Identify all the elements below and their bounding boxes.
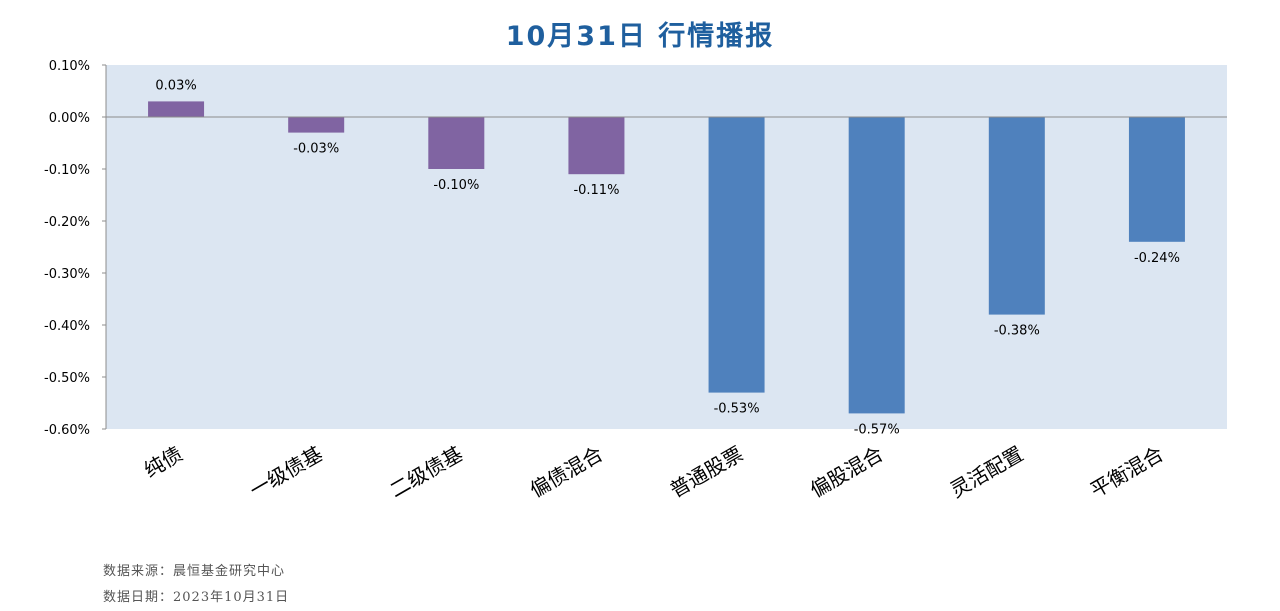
y-tick-label: -0.10% (44, 163, 90, 178)
bar-value-label: -0.03% (293, 142, 339, 157)
x-category-label: 偏债混合 (526, 442, 607, 503)
y-tick-label: -0.30% (44, 267, 90, 282)
bar (148, 101, 205, 117)
y-tick-label: 0.00% (49, 111, 90, 126)
bar-value-label: -0.38% (994, 324, 1040, 339)
bar (848, 117, 905, 414)
data-date-note: 数据日期：2023年10月31日 (103, 590, 290, 605)
bar (708, 117, 765, 393)
x-category-label: 一级债基 (245, 442, 326, 503)
x-category-label: 灵活配置 (946, 442, 1027, 503)
bar (988, 117, 1045, 315)
x-category-label: 二级债基 (386, 442, 467, 503)
bar-value-label: -0.10% (433, 178, 479, 193)
y-tick-label: -0.20% (44, 215, 90, 230)
bar-value-label: -0.11% (573, 183, 619, 198)
bar-value-label: -0.24% (1134, 251, 1180, 266)
bar (568, 117, 625, 175)
x-category-label: 普通股票 (666, 442, 747, 503)
bars: 0.03% -0.03% -0.10% -0.11% -0.53% -0.57% -0.38… (106, 78, 1227, 437)
x-category-label: 偏股混合 (806, 442, 887, 503)
plot-area (106, 65, 1227, 429)
x-category-label: 纯债 (140, 442, 187, 483)
bar (1128, 117, 1185, 242)
bar-value-label: -0.57% (854, 422, 900, 437)
bar-value-label: 0.03% (155, 78, 196, 93)
data-source-note: 数据来源：晨恒基金研究中心 (103, 564, 286, 579)
y-tick-label: 0.10% (49, 59, 90, 74)
bar-value-label: -0.53% (714, 402, 760, 417)
bar (288, 117, 345, 133)
y-tick-label: -0.40% (44, 319, 90, 334)
y-axis: 0.10% 0.00% -0.10% -0.20% -0.30% -0.40% -0.50%… (44, 59, 107, 438)
x-category-label: 平衡混合 (1086, 442, 1167, 503)
y-tick-label: -0.50% (44, 371, 90, 386)
x-axis: 纯债 一级债基 二级债基 偏债混合 普通股票 偏股混合 灵活配置 平衡混合 (140, 442, 1168, 503)
y-tick-label: -0.60% (44, 423, 90, 438)
chart-title: 10月31日 行情播报 (505, 21, 775, 52)
bar (428, 117, 485, 169)
